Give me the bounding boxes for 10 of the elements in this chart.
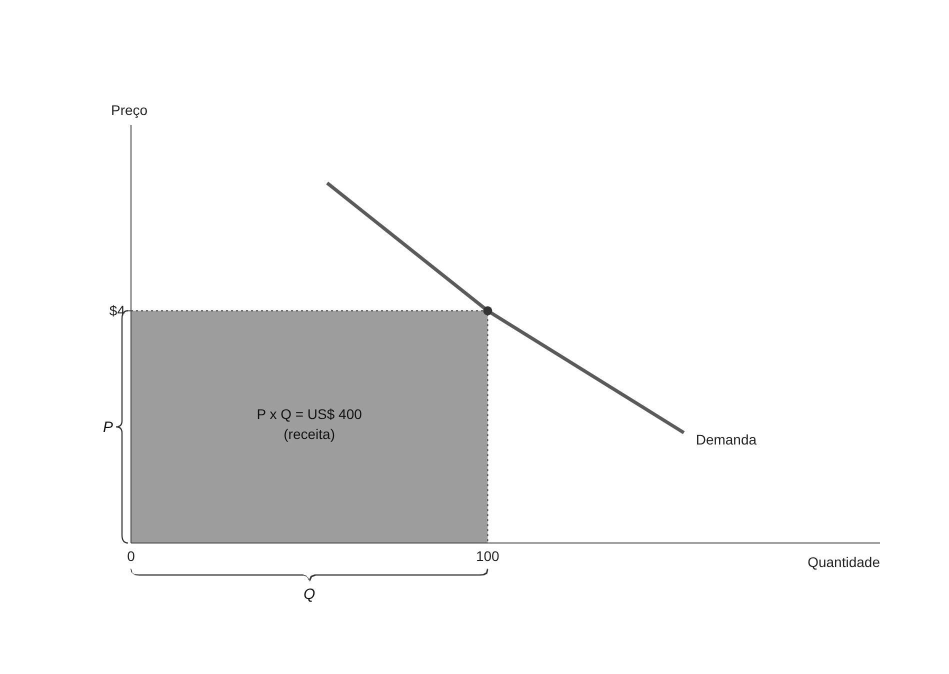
x-tick-label: 100 (476, 548, 500, 564)
annotation: P x Q = US$ 400 (256, 406, 362, 422)
text: P (102, 418, 113, 436)
y-tick-label: $4 (109, 302, 126, 319)
text: Q (303, 586, 316, 603)
x-axis-title: Quantidade (808, 554, 880, 570)
series-label: Demanda (696, 432, 757, 448)
y-axis-title: Preço (111, 102, 148, 118)
x-tick-label: 0 (127, 548, 136, 564)
annotation: (receita) (284, 426, 336, 442)
